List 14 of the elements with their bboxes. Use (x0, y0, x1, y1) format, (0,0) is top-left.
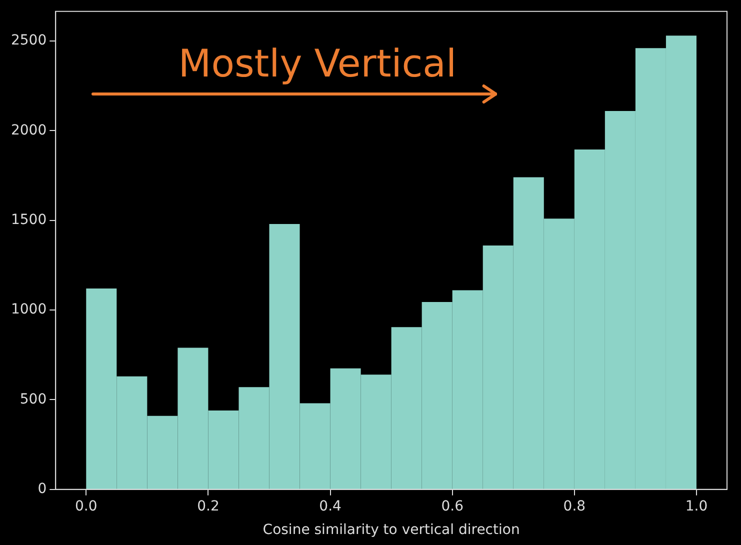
y-tick-label: 1500 (10, 212, 47, 228)
y-tick-label: 0 (38, 481, 47, 498)
y-tick-label: 500 (20, 391, 47, 408)
x-tick-label: 0.4 (319, 498, 342, 514)
y-tick-label: 2000 (10, 122, 47, 138)
x-tick-label: 0.2 (197, 498, 220, 514)
x-tick-label: 1.0 (685, 498, 708, 514)
x-tick-label: 0.0 (75, 498, 98, 514)
x-tick-label: 0.8 (563, 498, 586, 514)
y-tick-label: 2500 (10, 32, 47, 49)
x-axis-title: Cosine similarity to vertical direction (262, 522, 520, 538)
x-tick-label: 0.6 (441, 498, 464, 514)
annotation: Mostly Vertical (178, 41, 457, 86)
y-tick-label: 1000 (10, 302, 47, 318)
